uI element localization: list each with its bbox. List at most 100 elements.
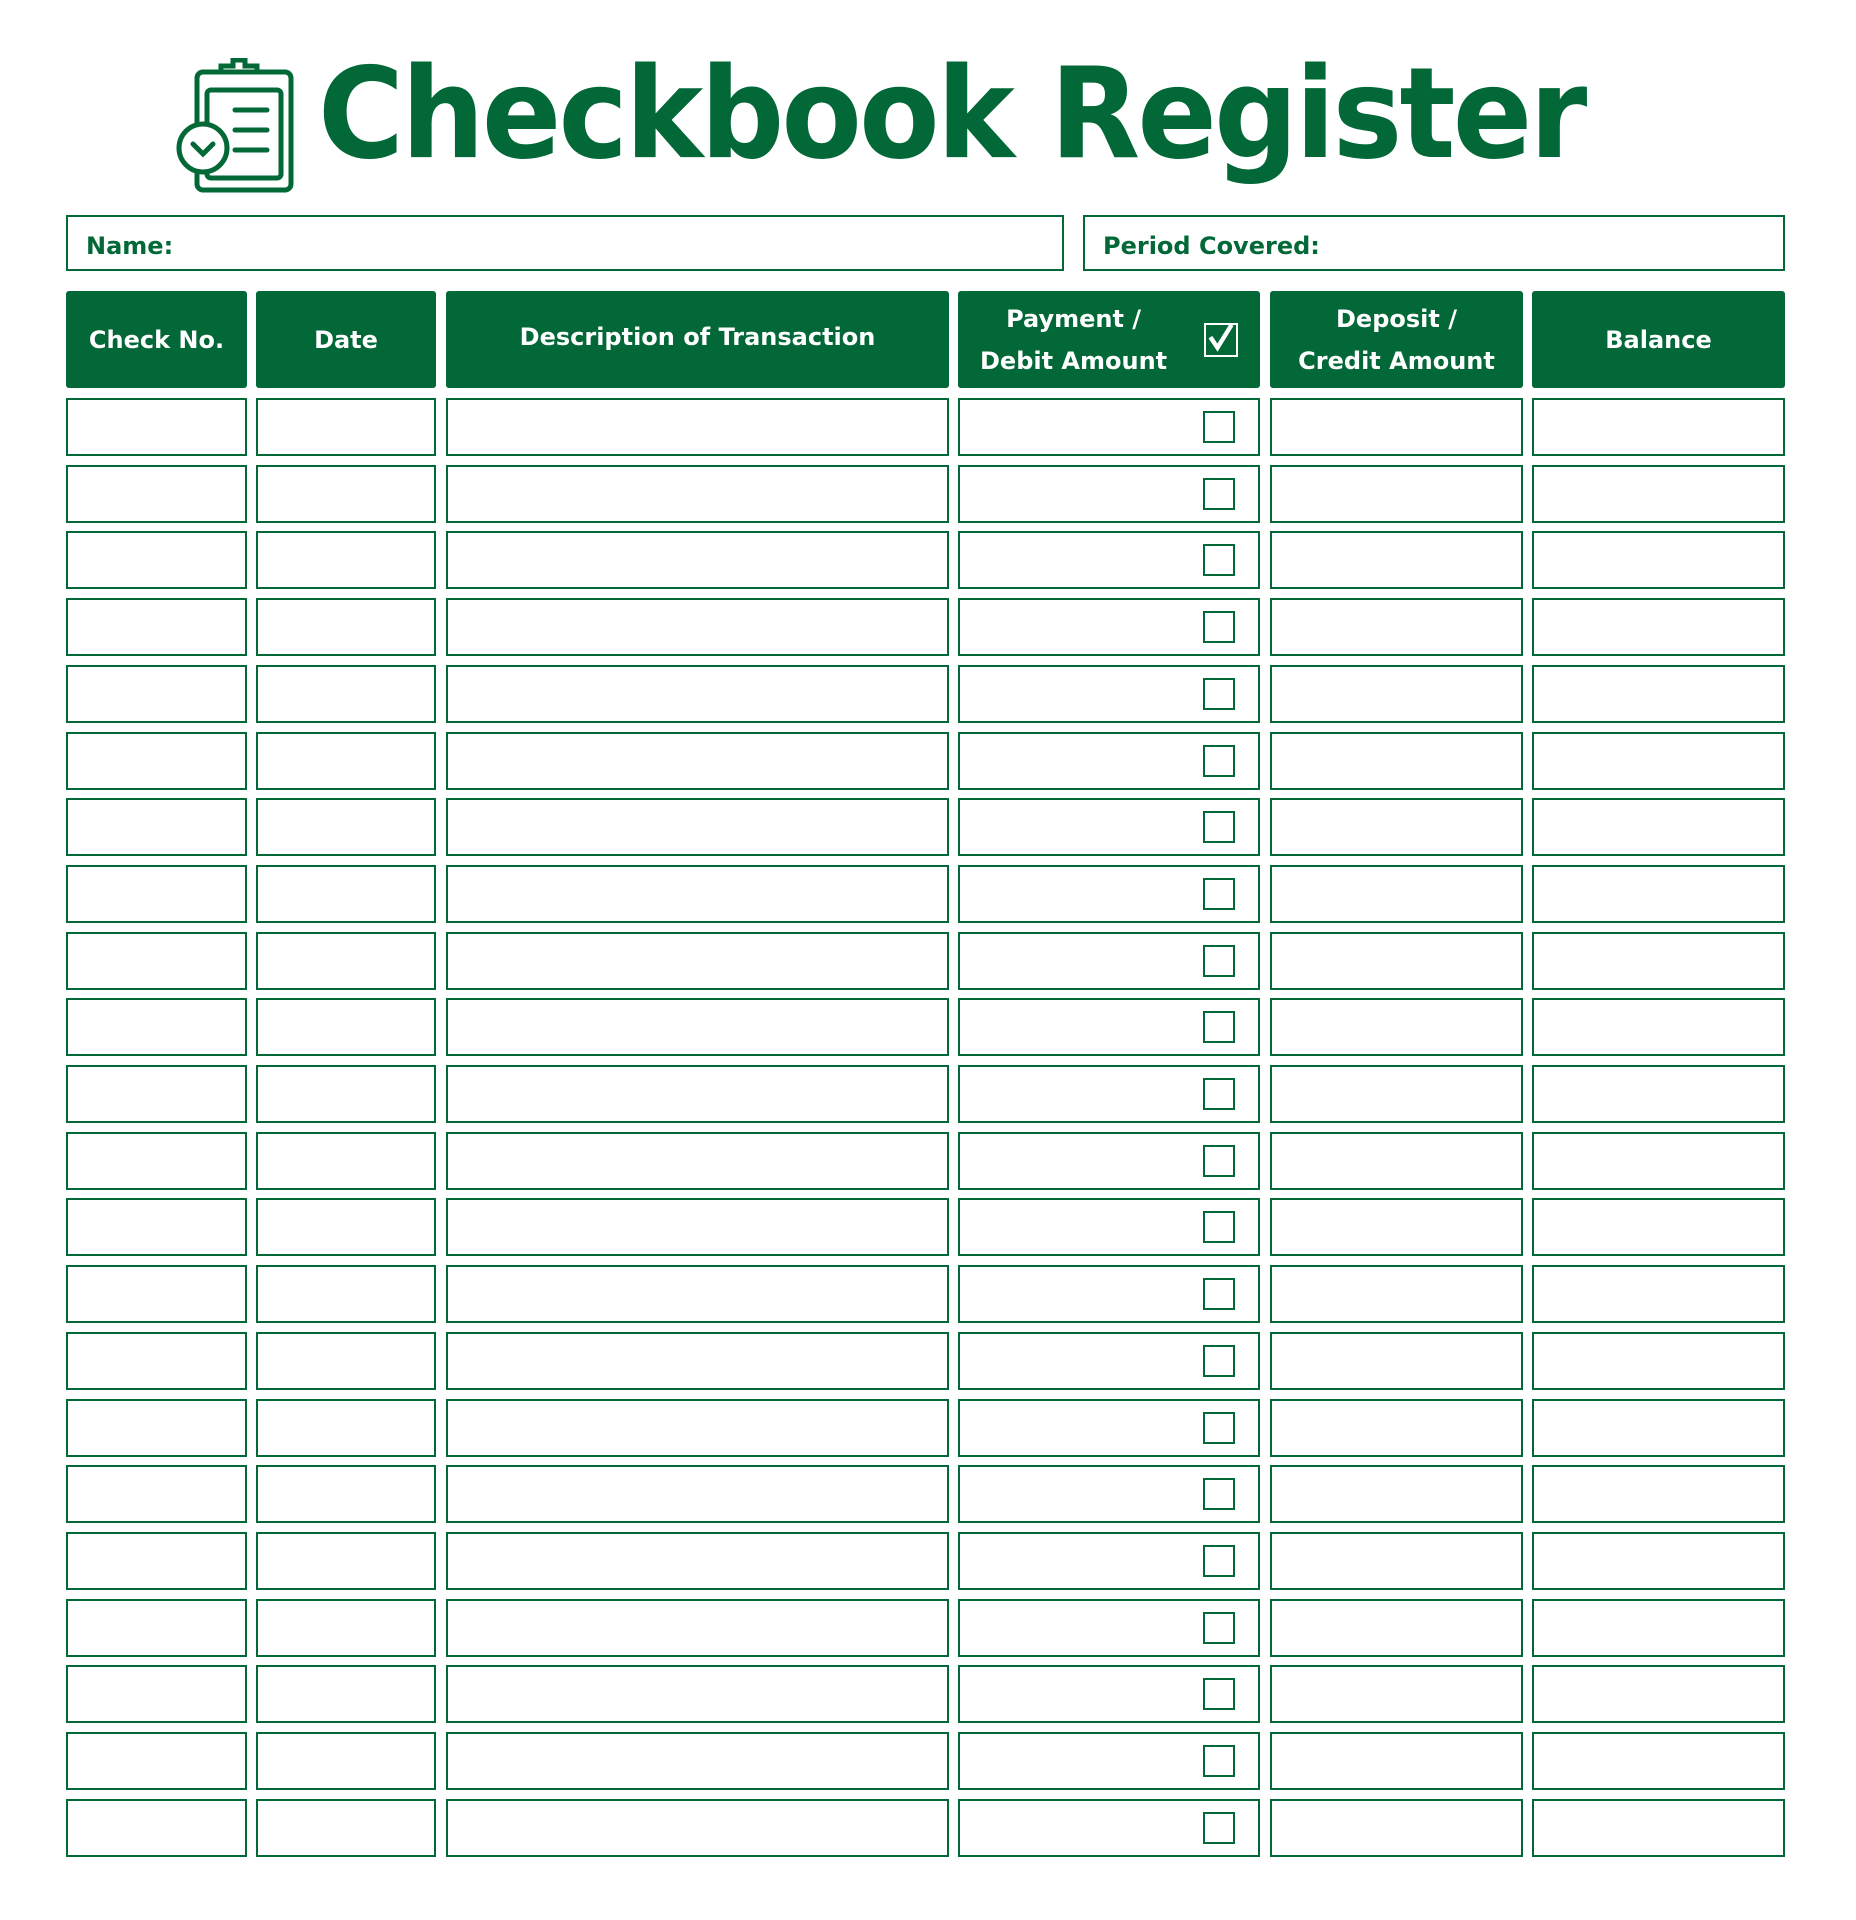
cell-payment-debit[interactable] bbox=[958, 1398, 1260, 1457]
cell-deposit-credit[interactable] bbox=[1270, 664, 1523, 723]
row-checkbox[interactable] bbox=[1203, 877, 1235, 910]
cell-balance[interactable] bbox=[1532, 464, 1785, 523]
cell-date[interactable] bbox=[256, 1265, 436, 1324]
cell-date[interactable] bbox=[256, 1465, 436, 1524]
cell-date[interactable] bbox=[256, 931, 436, 990]
cell-check-no[interactable] bbox=[66, 998, 247, 1057]
cell-check-no[interactable] bbox=[66, 1131, 247, 1190]
cell-deposit-credit[interactable] bbox=[1270, 398, 1523, 456]
row-checkbox[interactable] bbox=[1203, 411, 1235, 443]
cell-description[interactable] bbox=[446, 798, 949, 857]
cell-check-no[interactable] bbox=[66, 398, 247, 456]
cell-check-no[interactable] bbox=[66, 1531, 247, 1590]
cell-payment-debit[interactable] bbox=[958, 1065, 1260, 1123]
cell-balance[interactable] bbox=[1532, 1665, 1785, 1724]
cell-check-no[interactable] bbox=[66, 1465, 247, 1524]
cell-deposit-credit[interactable] bbox=[1270, 1531, 1523, 1590]
cell-balance[interactable] bbox=[1532, 1531, 1785, 1590]
cell-check-no[interactable] bbox=[66, 798, 247, 857]
cell-date[interactable] bbox=[256, 531, 436, 590]
cell-check-no[interactable] bbox=[66, 1665, 247, 1724]
cell-date[interactable] bbox=[256, 398, 436, 456]
cell-date[interactable] bbox=[256, 864, 436, 923]
cell-check-no[interactable] bbox=[66, 1265, 247, 1324]
cell-payment-debit[interactable] bbox=[958, 1198, 1260, 1257]
row-checkbox[interactable] bbox=[1203, 1278, 1235, 1311]
cell-date[interactable] bbox=[256, 1598, 436, 1657]
cell-date[interactable] bbox=[256, 798, 436, 857]
cell-payment-debit[interactable] bbox=[958, 598, 1260, 657]
cell-deposit-credit[interactable] bbox=[1270, 1131, 1523, 1190]
cell-deposit-credit[interactable] bbox=[1270, 998, 1523, 1057]
cell-deposit-credit[interactable] bbox=[1270, 464, 1523, 523]
cell-payment-debit[interactable] bbox=[958, 398, 1260, 456]
cell-description[interactable] bbox=[446, 1065, 949, 1123]
row-checkbox[interactable] bbox=[1203, 944, 1235, 977]
cell-description[interactable] bbox=[446, 731, 949, 790]
cell-deposit-credit[interactable] bbox=[1270, 1331, 1523, 1390]
cell-payment-debit[interactable] bbox=[958, 1732, 1260, 1790]
cell-description[interactable] bbox=[446, 1331, 949, 1390]
cell-description[interactable] bbox=[446, 1531, 949, 1590]
cell-check-no[interactable] bbox=[66, 531, 247, 590]
cell-check-no[interactable] bbox=[66, 664, 247, 723]
cell-balance[interactable] bbox=[1532, 1398, 1785, 1457]
cell-date[interactable] bbox=[256, 598, 436, 657]
row-checkbox[interactable] bbox=[1203, 1211, 1235, 1244]
cell-check-no[interactable] bbox=[66, 1598, 247, 1657]
row-checkbox[interactable] bbox=[1203, 544, 1235, 577]
cell-deposit-credit[interactable] bbox=[1270, 864, 1523, 923]
cell-balance[interactable] bbox=[1532, 1131, 1785, 1190]
cell-deposit-credit[interactable] bbox=[1270, 931, 1523, 990]
cell-description[interactable] bbox=[446, 998, 949, 1057]
cell-check-no[interactable] bbox=[66, 731, 247, 790]
cell-deposit-credit[interactable] bbox=[1270, 598, 1523, 657]
row-checkbox[interactable] bbox=[1203, 1144, 1235, 1177]
cell-balance[interactable] bbox=[1532, 1065, 1785, 1123]
cell-payment-debit[interactable] bbox=[958, 1265, 1260, 1324]
cell-date[interactable] bbox=[256, 731, 436, 790]
cell-balance[interactable] bbox=[1532, 1265, 1785, 1324]
row-checkbox[interactable] bbox=[1203, 1678, 1235, 1711]
cell-payment-debit[interactable] bbox=[958, 1465, 1260, 1524]
cell-description[interactable] bbox=[446, 1465, 949, 1524]
row-checkbox[interactable] bbox=[1203, 477, 1235, 510]
cell-balance[interactable] bbox=[1532, 931, 1785, 990]
name-field[interactable]: Name: bbox=[66, 215, 1064, 271]
cell-date[interactable] bbox=[256, 998, 436, 1057]
cell-payment-debit[interactable] bbox=[958, 998, 1260, 1057]
cell-check-no[interactable] bbox=[66, 864, 247, 923]
cell-balance[interactable] bbox=[1532, 1732, 1785, 1790]
cell-description[interactable] bbox=[446, 398, 949, 456]
cell-description[interactable] bbox=[446, 531, 949, 590]
row-checkbox[interactable] bbox=[1203, 1745, 1235, 1777]
cell-balance[interactable] bbox=[1532, 1331, 1785, 1390]
cell-description[interactable] bbox=[446, 598, 949, 657]
cell-description[interactable] bbox=[446, 1198, 949, 1257]
cell-deposit-credit[interactable] bbox=[1270, 1798, 1523, 1857]
cell-deposit-credit[interactable] bbox=[1270, 1732, 1523, 1790]
cell-description[interactable] bbox=[446, 1131, 949, 1190]
cell-balance[interactable] bbox=[1532, 531, 1785, 590]
cell-deposit-credit[interactable] bbox=[1270, 798, 1523, 857]
cell-balance[interactable] bbox=[1532, 864, 1785, 923]
cell-check-no[interactable] bbox=[66, 598, 247, 657]
cell-date[interactable] bbox=[256, 1131, 436, 1190]
cell-description[interactable] bbox=[446, 1798, 949, 1857]
cell-balance[interactable] bbox=[1532, 664, 1785, 723]
row-checkbox[interactable] bbox=[1203, 677, 1235, 710]
cell-payment-debit[interactable] bbox=[958, 798, 1260, 857]
cell-check-no[interactable] bbox=[66, 1198, 247, 1257]
cell-payment-debit[interactable] bbox=[958, 931, 1260, 990]
cell-check-no[interactable] bbox=[66, 931, 247, 990]
row-checkbox[interactable] bbox=[1203, 1811, 1235, 1844]
cell-balance[interactable] bbox=[1532, 398, 1785, 456]
row-checkbox[interactable] bbox=[1203, 1011, 1235, 1044]
cell-description[interactable] bbox=[446, 864, 949, 923]
cell-balance[interactable] bbox=[1532, 998, 1785, 1057]
row-checkbox[interactable] bbox=[1203, 1411, 1235, 1444]
row-checkbox[interactable] bbox=[1203, 1544, 1235, 1577]
cell-deposit-credit[interactable] bbox=[1270, 731, 1523, 790]
period-covered-field[interactable]: Period Covered: bbox=[1083, 215, 1785, 271]
cell-balance[interactable] bbox=[1532, 798, 1785, 857]
